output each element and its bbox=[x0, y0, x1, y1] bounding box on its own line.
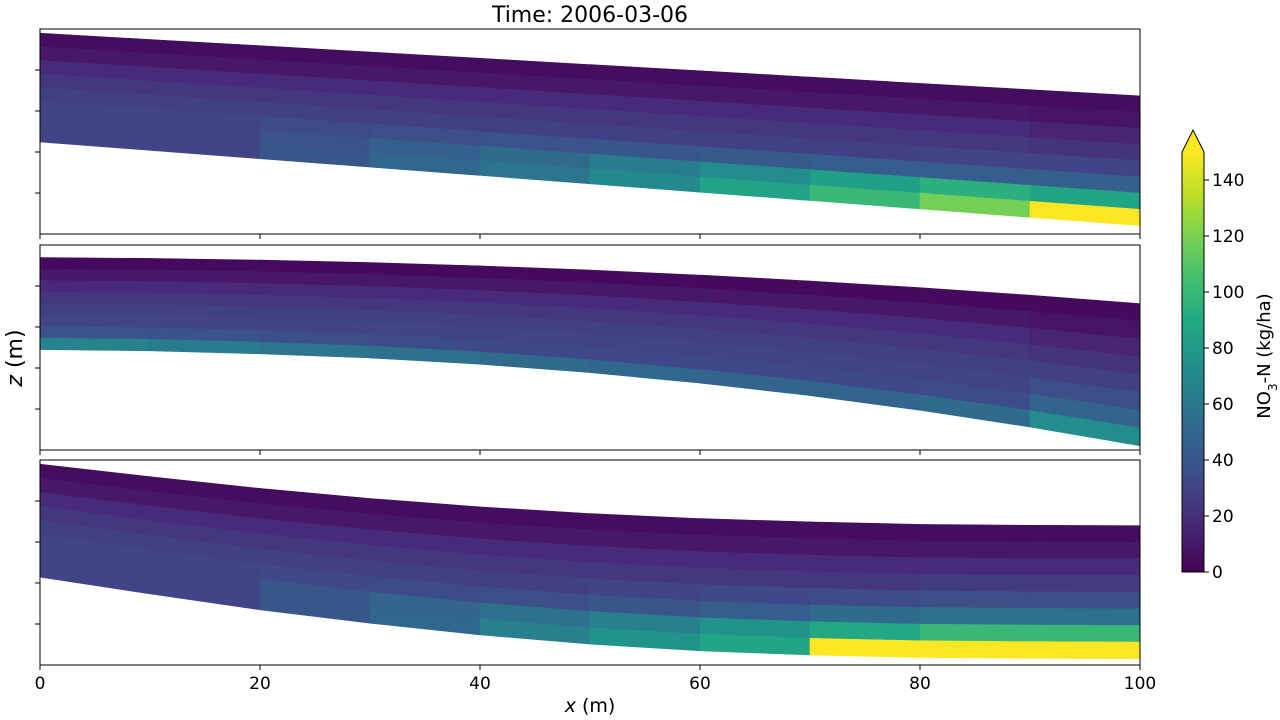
colorbar-tick-label: 0 bbox=[1212, 563, 1223, 583]
colorbar-tick-label: 20 bbox=[1212, 507, 1234, 527]
cell-panel-3-c9-l2 bbox=[1029, 558, 1141, 576]
cell-panel-2-c0-l5 bbox=[39, 314, 151, 329]
cell-panel-3-c9-l1 bbox=[1029, 541, 1141, 560]
colorbar-gradient bbox=[1182, 152, 1204, 572]
colorbar-tick-label: 80 bbox=[1212, 339, 1234, 359]
panel-2 bbox=[35, 244, 1141, 455]
cell-panel-2-c1-l1 bbox=[149, 269, 261, 284]
colorbar-extend-arrow bbox=[1182, 130, 1204, 152]
cell-panel-2-c0-l6 bbox=[39, 326, 151, 340]
cell-panel-3-c8-l7 bbox=[919, 640, 1031, 659]
x-tick-label: 80 bbox=[909, 674, 931, 694]
colorbar-tick-label: 60 bbox=[1212, 395, 1234, 415]
cell-panel-3-c8-l1 bbox=[919, 540, 1031, 559]
cell-panel-3-c8-l6 bbox=[919, 623, 1031, 643]
x-tick-label: 60 bbox=[689, 674, 711, 694]
cell-panel-3-c9-l5 bbox=[1029, 608, 1141, 626]
x-tick-label: 100 bbox=[1124, 674, 1156, 694]
cell-panel-3-c7-l3 bbox=[809, 571, 921, 592]
colorbar-label: NO3-N (kg/ha) bbox=[1254, 293, 1280, 418]
cell-panel-3-c7-l7 bbox=[809, 637, 921, 658]
cell-panel-3-c8-l2 bbox=[919, 557, 1031, 576]
cell-panel-3-c9-l7 bbox=[1029, 641, 1141, 660]
y-axis-label: z (m) bbox=[3, 329, 28, 387]
colorbar-tick-label: 120 bbox=[1212, 227, 1244, 247]
cell-panel-3-c9-l3 bbox=[1029, 574, 1141, 593]
cell-panel-2-c0-l2 bbox=[39, 280, 151, 294]
x-tick-label: 0 bbox=[35, 674, 46, 694]
cell-panel-2-c0-l0 bbox=[39, 257, 151, 271]
cell-panel-3-c8-l0 bbox=[919, 524, 1031, 543]
cell-panel-2-c0-l7 bbox=[39, 337, 151, 352]
cell-panel-3-c7-l5 bbox=[809, 604, 921, 625]
panel-3-frame bbox=[39, 459, 1141, 666]
cell-panel-3-c7-l6 bbox=[809, 621, 921, 642]
x-tick-label: 40 bbox=[469, 674, 491, 694]
panel-1-frame bbox=[39, 28, 1141, 235]
cell-panel-2-c0-l4 bbox=[39, 303, 151, 317]
cell-panel-2-c1-l0 bbox=[149, 258, 261, 273]
chart-title: Time: 2006-03-06 bbox=[491, 3, 688, 28]
cell-panel-2-c1-l7 bbox=[149, 338, 261, 355]
cell-panel-3-c9-l0 bbox=[1029, 524, 1141, 543]
cell-panel-3-c8-l4 bbox=[919, 590, 1031, 609]
cell-panel-3-c9-l4 bbox=[1029, 591, 1141, 610]
panel-3 bbox=[35, 459, 1141, 670]
cell-panel-2-c0-l3 bbox=[39, 291, 151, 305]
x-axis: 0 20 40 60 80 100 bbox=[35, 674, 1157, 694]
cell-panel-3-c6-l7 bbox=[699, 633, 811, 656]
cell-panel-3-c8-l3 bbox=[919, 573, 1031, 593]
panels-group bbox=[35, 28, 1141, 670]
cell-panel-3-c7-l1 bbox=[809, 538, 921, 559]
cell-panel-3-c7-l2 bbox=[809, 554, 921, 575]
colorbar-outline bbox=[1181, 128, 1205, 573]
cell-panel-3-c9-l6 bbox=[1029, 624, 1141, 643]
colorbar-tick-label: 140 bbox=[1212, 171, 1244, 191]
cell-panel-3-c7-l0 bbox=[809, 521, 921, 542]
panel-1 bbox=[35, 28, 1141, 239]
x-axis-label: x (m) bbox=[564, 695, 616, 717]
colorbar-tick-label: 100 bbox=[1212, 283, 1244, 303]
panel-2-frame bbox=[39, 244, 1141, 451]
cell-panel-2-c0-l1 bbox=[39, 268, 151, 282]
cell-panel-3-c7-l4 bbox=[809, 588, 921, 608]
x-tick-label: 20 bbox=[249, 674, 271, 694]
colorbar-tick-label: 40 bbox=[1212, 451, 1234, 471]
cell-panel-3-c8-l5 bbox=[919, 607, 1031, 626]
colorbar: 0 20 40 60 80 100 120 140 bbox=[1181, 128, 1244, 583]
